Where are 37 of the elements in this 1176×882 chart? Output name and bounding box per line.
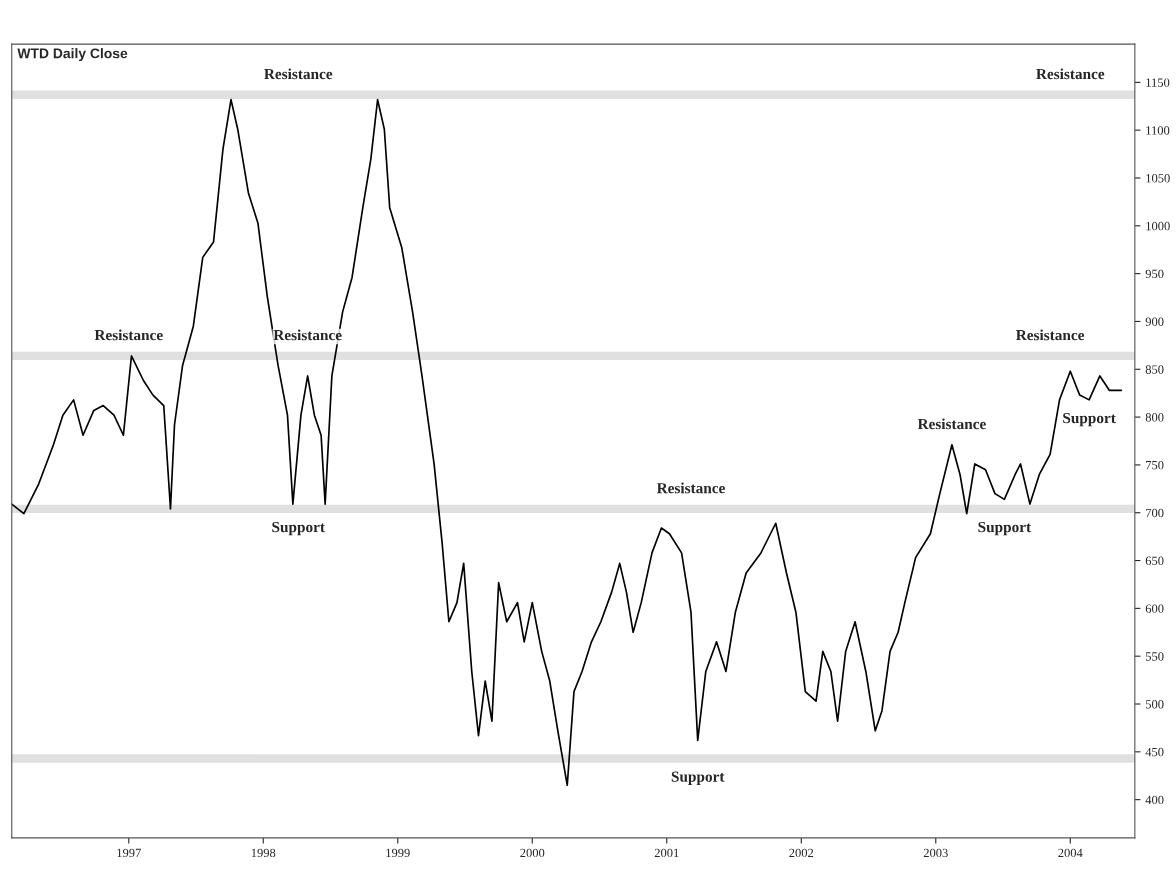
annotation: Resistance [1016, 329, 1085, 341]
y-tick-label: 950 [1145, 269, 1164, 279]
annotation: Resistance [94, 329, 163, 341]
annotation: Resistance [656, 482, 725, 494]
x-tick-label: 2000 [520, 848, 545, 858]
x-tick-label: 2002 [789, 848, 814, 858]
y-tick-label: 1100 [1146, 126, 1170, 135]
x-tick-label: 2003 [923, 848, 948, 858]
y-tick-label: 650 [1145, 556, 1164, 566]
y-tick-label: 500 [1145, 700, 1164, 709]
y-tick-label: 600 [1145, 604, 1164, 613]
annotation: Support [978, 521, 1032, 536]
line-series [11, 98, 1123, 787]
y-tick-label: 800 [1145, 413, 1164, 422]
y-tick-label: 700 [1146, 508, 1164, 518]
y-tick-label: 1000 [1146, 221, 1170, 231]
y-tick-label: 550 [1145, 652, 1164, 661]
annotation: Support [671, 771, 725, 785]
annotation: Resistance [264, 68, 333, 80]
y-tick-label: 400 [1145, 795, 1164, 805]
x-tick-label: 2001 [654, 848, 679, 858]
y-tick-label: 900 [1145, 317, 1164, 326]
annotation: Resistance [1036, 68, 1105, 80]
x-tick-label: 1997 [117, 848, 141, 858]
annotation: Support [1063, 412, 1116, 427]
y-tick-label: 1150 [1146, 78, 1170, 87]
chart-title: WTD Daily Close [17, 48, 128, 62]
y-tick-label: 1050 [1146, 174, 1170, 183]
x-tick-label: 1998 [251, 848, 276, 858]
x-tick-label: 1999 [386, 848, 410, 858]
annotation: Resistance [273, 329, 342, 341]
annotation: Resistance [917, 418, 986, 430]
y-tick-label: 750 [1146, 460, 1164, 470]
y-tick-label: 850 [1145, 365, 1164, 374]
y-tick-label: 450 [1145, 747, 1164, 757]
x-tick-label: 2004 [1058, 848, 1083, 858]
annotation: Support [272, 521, 325, 536]
